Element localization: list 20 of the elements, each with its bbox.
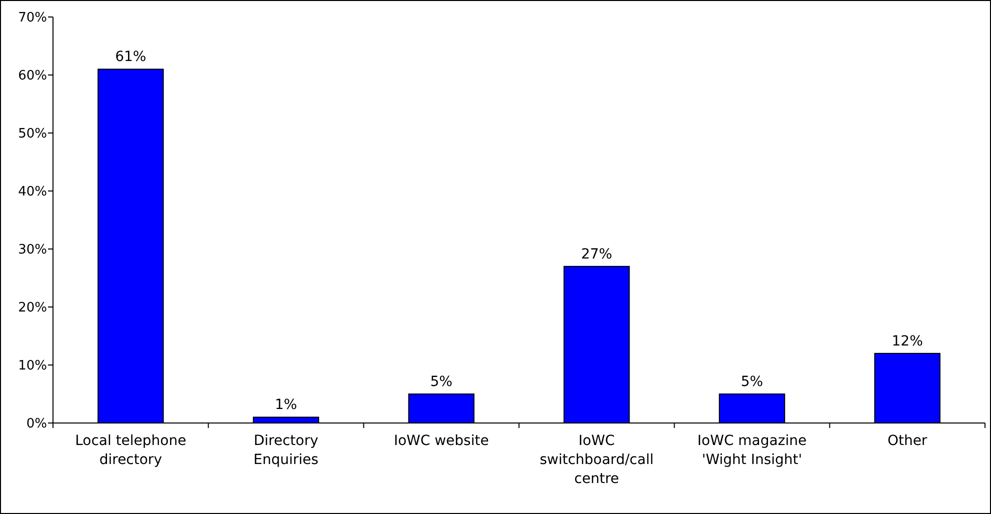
data-label: 27% [581,246,612,262]
data-label: 5% [740,374,764,390]
data-label: 12% [892,333,923,350]
y-tick-label: 70% [18,10,47,26]
y-tick-label: 50% [18,126,47,142]
y-tick-label: 10% [18,358,47,374]
x-tick-label: IoWC switchboard/call centre [540,433,654,487]
data-label: 61% [115,49,146,66]
y-tick-label: 40% [18,184,47,200]
data-label: 5% [430,374,452,390]
x-tick-label: Local telephone directory [75,433,186,468]
x-tick-label: IoWC website [394,433,489,449]
y-tick-label: 60% [18,68,47,84]
y-tick-label: 20% [18,300,47,316]
y-tick-label: 0% [26,416,47,432]
x-tick-label: Directory Enquiries [254,433,318,468]
x-tick-label: Other [887,433,928,449]
y-tick-label: 30% [18,242,47,258]
data-label: 1% [274,397,298,414]
x-tick-label: IoWC magazine 'Wight Insight' [697,433,807,468]
